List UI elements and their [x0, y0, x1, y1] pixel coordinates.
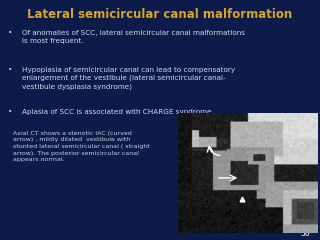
- Text: •: •: [8, 30, 12, 36]
- Text: •: •: [8, 67, 12, 73]
- Text: Aplasia of SCC is associated with CHARGE syndrome: Aplasia of SCC is associated with CHARGE…: [22, 109, 212, 115]
- Text: Lateral semicircular canal malformation: Lateral semicircular canal malformation: [28, 8, 292, 21]
- Text: 38: 38: [301, 228, 310, 238]
- Text: •: •: [8, 109, 12, 115]
- Text: Axial CT shows a stenotic IAC (curved
arrow) , mildly dilated  vestibule with
st: Axial CT shows a stenotic IAC (curved ar…: [13, 131, 149, 162]
- Text: Hypoplasia of semicircular canal can lead to compensatory
enlargement of the ves: Hypoplasia of semicircular canal can lea…: [22, 67, 236, 90]
- Text: Of anomalies of SCC, lateral semicircular canal malformations
is most frequent.: Of anomalies of SCC, lateral semicircula…: [22, 30, 245, 44]
